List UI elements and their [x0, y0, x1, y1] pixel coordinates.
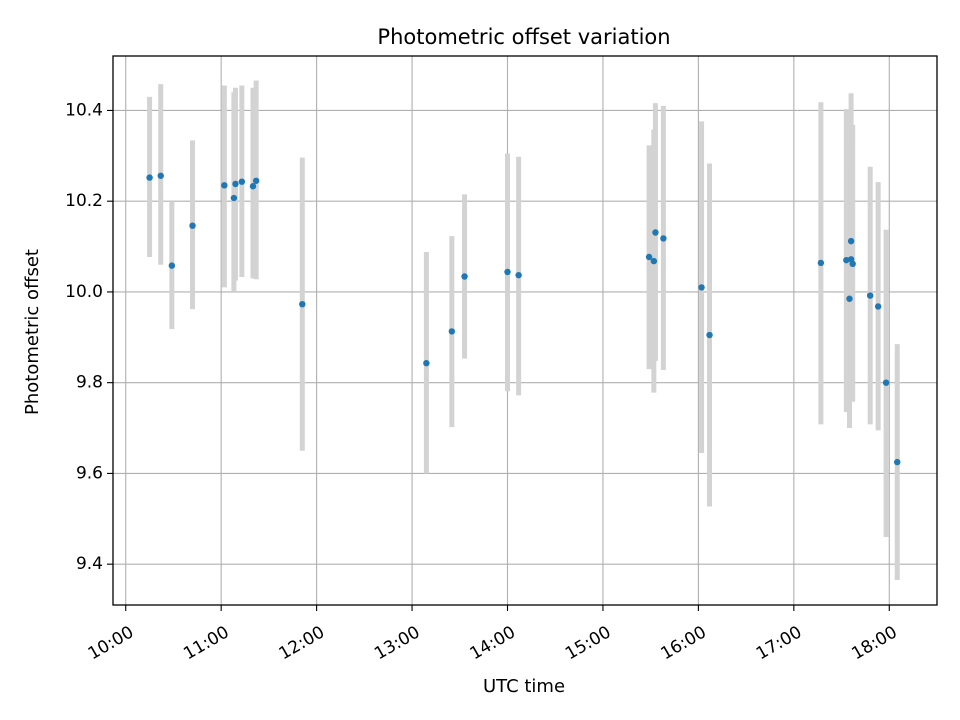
data-point — [650, 257, 658, 265]
data-point — [846, 295, 853, 302]
data-point — [698, 284, 705, 291]
data-point — [882, 379, 890, 386]
y-axis-title: Photometric offset — [22, 249, 43, 415]
data-point — [221, 182, 228, 189]
data-point — [252, 177, 260, 184]
data-point — [232, 180, 239, 188]
y-tick-label: 10.0 — [65, 282, 103, 302]
data-point — [817, 259, 825, 267]
data-point — [652, 229, 659, 236]
data-point — [645, 253, 653, 261]
data-point — [894, 458, 901, 466]
chart-title: Photometric offset variation — [377, 25, 670, 49]
y-tick-label: 9.8 — [76, 373, 103, 393]
data-point — [157, 172, 164, 179]
y-tick-label: 10.4 — [65, 100, 103, 120]
y-tick-label: 10.2 — [65, 191, 103, 211]
data-point — [874, 303, 882, 310]
data-point — [423, 359, 430, 367]
data-point — [249, 183, 257, 190]
data-point — [866, 292, 874, 299]
data-point — [706, 331, 713, 339]
data-point — [146, 174, 153, 181]
data-point — [230, 194, 238, 202]
data-point — [843, 256, 850, 264]
data-point — [504, 268, 511, 276]
data-point — [515, 271, 522, 279]
data-point — [299, 300, 306, 308]
y-tick-label: 9.6 — [76, 463, 103, 483]
data-point — [849, 260, 856, 268]
data-point — [847, 237, 855, 245]
data-point — [189, 222, 196, 229]
y-axis-ticks: 9.4 9.6 9.8 10.0 10.2 10.4 — [65, 100, 113, 574]
data-point — [168, 262, 176, 269]
data-point — [660, 235, 667, 242]
x-axis-title: UTC time — [483, 676, 565, 697]
y-tick-label: 9.4 — [76, 554, 103, 574]
data-point — [238, 178, 246, 185]
data-point — [461, 273, 468, 280]
plot-frame — [112, 55, 938, 606]
data-points — [146, 172, 901, 466]
data-point — [448, 328, 456, 335]
